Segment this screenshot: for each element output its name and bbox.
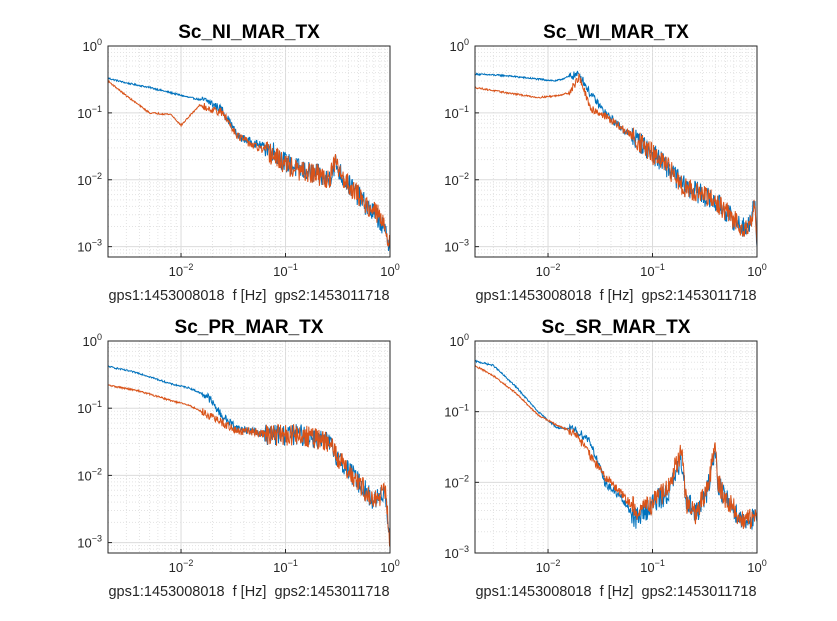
series-line-2 (108, 384, 390, 547)
y-tick-label: 10−1 (77, 399, 102, 416)
x-tick-label: 100 (380, 262, 399, 279)
x-axis-label: gps1:1453008018 f [Hz] gps2:1453011718 (475, 288, 756, 304)
x-tick-label: 10−2 (169, 558, 194, 575)
y-tick-label: 10−2 (77, 466, 102, 483)
series-line-2 (108, 79, 390, 248)
y-tick-label: 10−3 (444, 238, 469, 255)
series-line-2 (475, 73, 757, 246)
axes-box (474, 45, 758, 258)
x-tick-label: 10−1 (273, 558, 298, 575)
x-tick-label: 10−2 (536, 262, 561, 279)
y-tick-label: 10−3 (77, 534, 102, 551)
series-line-1 (475, 359, 757, 530)
panel-4: 10−2 10−1 100 10−3 10−2 10−1 100 Sc_SR_MAR_TXgp… (444, 317, 766, 600)
y-tick-label: 10−2 (444, 473, 469, 490)
x-axis-label: gps1:1453008018 f [Hz] gps2:1453011718 (475, 584, 756, 600)
y-tick-label: 10−1 (77, 104, 102, 121)
series-line-2 (475, 364, 757, 529)
plot-area (108, 46, 390, 257)
x-axis-label: gps1:1453008018 f [Hz] gps2:1453011718 (108, 288, 389, 304)
grid (474, 45, 758, 258)
y-tick-label: 10−2 (77, 171, 102, 188)
x-tick-label: 10−1 (640, 262, 665, 279)
y-tick-label: 10−2 (444, 171, 469, 188)
plot-area (475, 46, 757, 257)
panel-3: 10−2 10−1 100 10−3 10−2 10−1 100 Sc_PR_MAR_TXgp… (77, 317, 399, 600)
chart-title: Sc_WI_MAR_TX (543, 22, 689, 43)
x-axis-label: gps1:1453008018 f [Hz] gps2:1453011718 (108, 584, 389, 600)
chart-title: Sc_PR_MAR_TX (175, 317, 324, 338)
plot-area (108, 341, 390, 553)
x-tick-label: 100 (747, 558, 766, 575)
y-tick-label: 100 (83, 37, 102, 54)
plot-area (475, 341, 757, 553)
y-tick-label: 10−3 (444, 544, 469, 561)
axes-box (107, 340, 391, 554)
x-tick-label: 100 (380, 558, 399, 575)
x-tick-label: 10−1 (273, 262, 298, 279)
axes-box (474, 340, 758, 554)
axes-box (107, 45, 391, 258)
y-tick-label: 10−3 (77, 238, 102, 255)
y-tick-label: 100 (450, 37, 469, 54)
x-tick-label: 10−2 (536, 558, 561, 575)
chart-title: Sc_SR_MAR_TX (542, 317, 691, 338)
x-tick-label: 100 (747, 262, 766, 279)
y-tick-label: 100 (83, 332, 102, 349)
panel-2: 10−2 10−1 100 10−3 10−2 10−1 100 Sc_WI_MAR_TXgp… (444, 22, 766, 304)
panel-1: 10−2 10−1 100 10−3 10−2 10−1 100 Sc_NI_MAR_TXgp… (77, 22, 399, 304)
y-tick-label: 10−1 (444, 104, 469, 121)
y-tick-label: 100 (450, 332, 469, 349)
x-tick-label: 10−2 (169, 262, 194, 279)
x-tick-label: 10−1 (640, 558, 665, 575)
y-tick-label: 10−1 (444, 403, 469, 420)
chart-title: Sc_NI_MAR_TX (178, 22, 320, 43)
